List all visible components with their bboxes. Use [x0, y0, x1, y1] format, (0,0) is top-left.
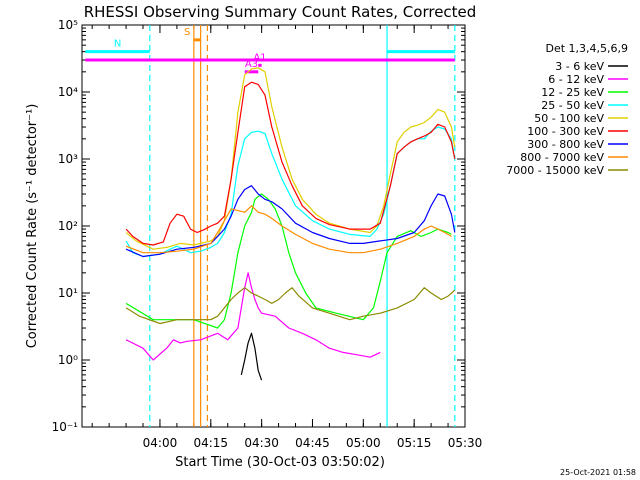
annotation-label: A3 — [245, 59, 258, 70]
annotation-label: S — [184, 27, 190, 38]
plot-frame — [81, 24, 466, 428]
series-line — [125, 205, 452, 254]
x-tick-label: 04:45 — [295, 436, 330, 450]
x-tick-label: 05:15 — [397, 436, 432, 450]
legend-title: Det 1,3,4,5,6,9 — [545, 42, 628, 55]
legend-label: 3 - 6 keV — [555, 60, 604, 73]
y-tick-label: 10² — [58, 219, 78, 233]
x-axis: 04:00 04:15 04:30 04:45 05:00 05:15 05:30 — [91, 25, 483, 450]
legend-label: 12 - 25 keV — [541, 86, 604, 99]
legend-label: 6 - 12 keV — [548, 73, 604, 86]
series-line — [240, 332, 263, 381]
series-line — [125, 272, 381, 361]
vertical-markers — [149, 25, 456, 427]
y-tick-label: 10⁴ — [58, 85, 78, 99]
series-line — [125, 67, 456, 250]
legend-label: 300 - 800 keV — [527, 138, 604, 151]
legend-label: 7000 - 15000 keV — [506, 164, 604, 177]
y-axis: 10⁻¹ 10⁰ 10¹ 10² 10³ 10⁴ 10⁵ — [52, 18, 465, 434]
x-axis-title: Start Time (30-Oct-03 03:50:02) — [175, 455, 385, 470]
x-tick-label: 04:00 — [143, 436, 178, 450]
legend-label: 800 - 7000 keV — [520, 151, 604, 164]
legend-label: 25 - 50 keV — [541, 99, 604, 112]
y-tick-label: 10⁵ — [58, 18, 78, 32]
series-line — [125, 81, 456, 246]
x-tick-label: 04:15 — [193, 436, 228, 450]
y-tick-label: 10³ — [58, 152, 78, 166]
x-tick-label: 04:30 — [244, 436, 279, 450]
legend-label: 50 - 100 keV — [534, 112, 604, 125]
annotation-label: N — [114, 39, 121, 50]
series-line — [125, 193, 452, 329]
footer-timestamp: 25-Oct-2021 01:58 — [560, 468, 636, 477]
x-tick-label: 05:00 — [346, 436, 381, 450]
y-tick-label: 10⁰ — [58, 353, 78, 367]
series-lines — [125, 67, 456, 381]
chart-title: RHESSI Observing Summary Count Rates, Co… — [84, 3, 477, 21]
annotation-label: A1 — [253, 52, 266, 63]
series-line — [125, 287, 456, 325]
x-tick-label: 05:30 — [448, 436, 483, 450]
legend-label: 100 - 300 keV — [527, 125, 604, 138]
y-tick-label: 10⁻¹ — [52, 420, 79, 434]
y-axis-title: Corrected Count Rate (s⁻¹ detector⁻¹) — [25, 104, 40, 349]
y-tick-label: 10¹ — [58, 286, 78, 300]
